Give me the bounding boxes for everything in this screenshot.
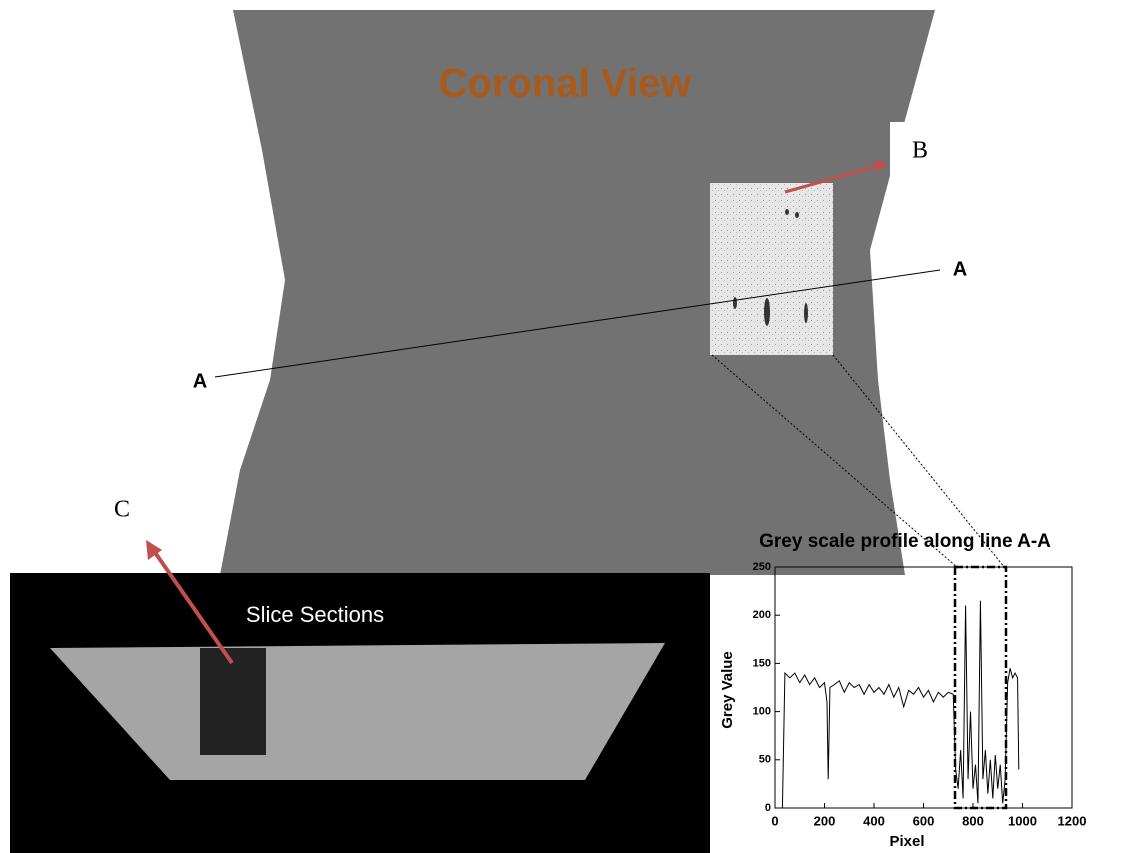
y-axis-label: Grey Value — [719, 651, 736, 729]
y-tick-label: 50 — [759, 754, 771, 766]
x-tick-label: 1000 — [1008, 813, 1037, 828]
y-tick-label: 100 — [753, 706, 771, 718]
y-tick-label: 0 — [765, 802, 771, 814]
figure: Coronal View A A B Slice Sections C Grey… — [0, 0, 1123, 853]
chart-title: Grey scale profile along line A-A — [759, 531, 1051, 552]
x-axis-label: Pixel — [889, 833, 924, 850]
x-tick-label: 0 — [771, 813, 778, 828]
label-c: C — [114, 497, 130, 523]
y-tick-label: 150 — [753, 657, 771, 669]
profile-line — [782, 601, 1018, 808]
x-tick-label: 600 — [913, 813, 935, 828]
slice-title: Slice Sections — [246, 602, 384, 627]
label-a: A — [953, 258, 967, 280]
x-tick-label: 400 — [863, 813, 885, 828]
slice-inset — [200, 648, 266, 755]
label-a: A — [193, 370, 207, 392]
page: Coronal View A A B Slice Sections C Grey… — [0, 0, 1123, 853]
y-tick-label: 250 — [753, 561, 771, 573]
inset-zoom — [710, 183, 833, 355]
label-b: B — [912, 138, 928, 164]
view-title: Coronal View — [439, 62, 693, 106]
profile-chart: Grey scale profile along line A-A Pixel … — [719, 531, 1086, 850]
y-tick-label: 200 — [753, 609, 771, 621]
x-tick-label: 1200 — [1058, 813, 1087, 828]
x-tick-label: 800 — [962, 813, 984, 828]
x-tick-label: 200 — [814, 813, 836, 828]
